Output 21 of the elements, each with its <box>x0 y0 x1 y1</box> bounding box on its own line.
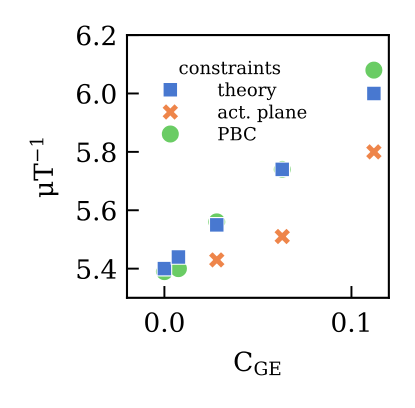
point <box>170 249 186 265</box>
x-tick-label: 0.0 <box>145 312 184 332</box>
legend-label: theory <box>218 82 276 100</box>
point <box>273 227 292 246</box>
point <box>364 60 384 80</box>
legend-label: PBC <box>218 126 256 141</box>
point <box>208 250 226 269</box>
x-tick-label: 0.1 <box>332 312 369 332</box>
point <box>366 86 382 102</box>
x-axis-title: C$_{GE}$ <box>234 351 280 376</box>
y-tick-label: 6.2 <box>77 26 115 46</box>
y-axis-title: μT$^{−1}$ <box>30 138 58 198</box>
legend-title: constraints <box>179 60 280 74</box>
y-tick-label: 5.4 <box>78 259 116 280</box>
point <box>156 260 172 276</box>
y-tick-label: 6.0 <box>77 84 116 104</box>
point <box>364 142 383 161</box>
y-tick-label: 5.8 <box>78 142 116 162</box>
point <box>208 217 225 233</box>
legend-label: act. plane <box>218 104 306 122</box>
y-tick-label: 5.6 <box>78 200 116 221</box>
